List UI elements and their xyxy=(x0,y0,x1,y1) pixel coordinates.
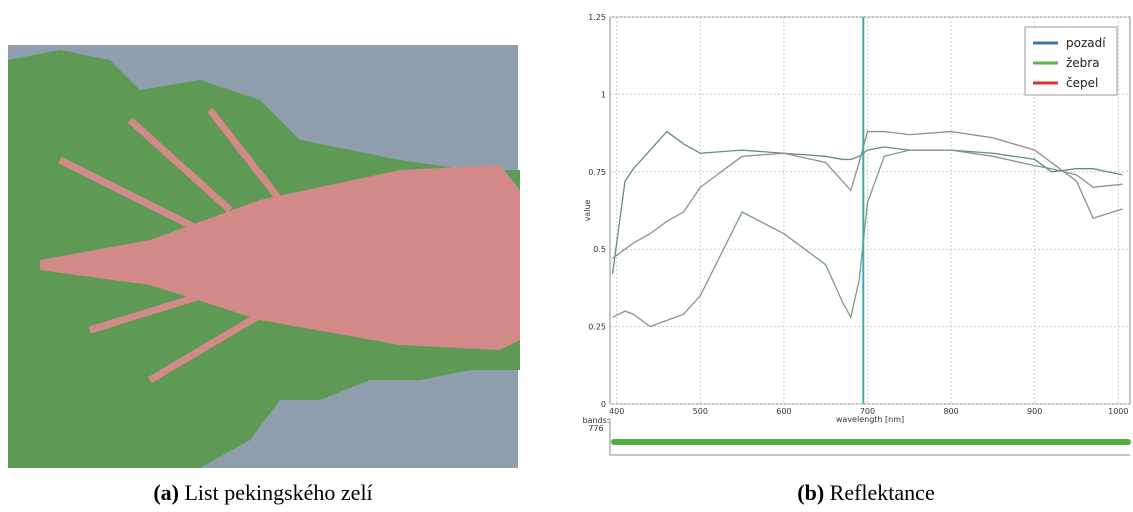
caption-b: (b) Reflektance xyxy=(797,480,934,505)
series-line xyxy=(612,130,1123,260)
legend-label: žebra xyxy=(1066,56,1100,70)
y-tick-label: 0.5 xyxy=(593,245,606,254)
legend-label: čepel xyxy=(1066,76,1098,90)
y-tick-label: 1 xyxy=(601,90,606,99)
x-axis-label: wavelength [nm] xyxy=(836,415,904,424)
y-tick-label: 1.25 xyxy=(588,13,606,22)
leaf-image xyxy=(8,45,520,468)
caption-text: List pekingského zelí xyxy=(184,480,372,505)
x-tick-label: 600 xyxy=(776,407,791,416)
y-tick-label: 0.75 xyxy=(588,168,606,177)
band-label: bands: xyxy=(583,416,610,425)
legend-box xyxy=(1024,26,1118,96)
chart: 0 0.25 0.5 0.75 1 1.25 400 500 600 700 800 900 1000 w… xyxy=(583,13,1130,424)
x-tick-label: 500 xyxy=(693,407,708,416)
caption-tag: (a) xyxy=(153,480,179,505)
band-count: 776 xyxy=(588,424,603,433)
x-tick-label: 900 xyxy=(1027,407,1042,416)
y-tick-label: 0.25 xyxy=(588,323,606,332)
caption-text: Reflektance xyxy=(830,480,935,505)
series-line xyxy=(611,130,1123,275)
caption-tag: (b) xyxy=(797,480,824,505)
midrib xyxy=(40,165,520,350)
y-tick-label: 0 xyxy=(601,400,606,409)
veins xyxy=(58,107,283,384)
x-tick-label: 800 xyxy=(943,407,958,416)
legend-label: pozadí xyxy=(1066,36,1106,50)
series-line xyxy=(612,149,1123,328)
x-tick-label: 400 xyxy=(609,407,624,416)
caption-a: (a) List pekingského zelí xyxy=(153,480,372,505)
x-tick-label: 700 xyxy=(860,407,875,416)
y-axis-label: value xyxy=(583,200,592,222)
x-tick-label: 1000 xyxy=(1108,407,1128,416)
